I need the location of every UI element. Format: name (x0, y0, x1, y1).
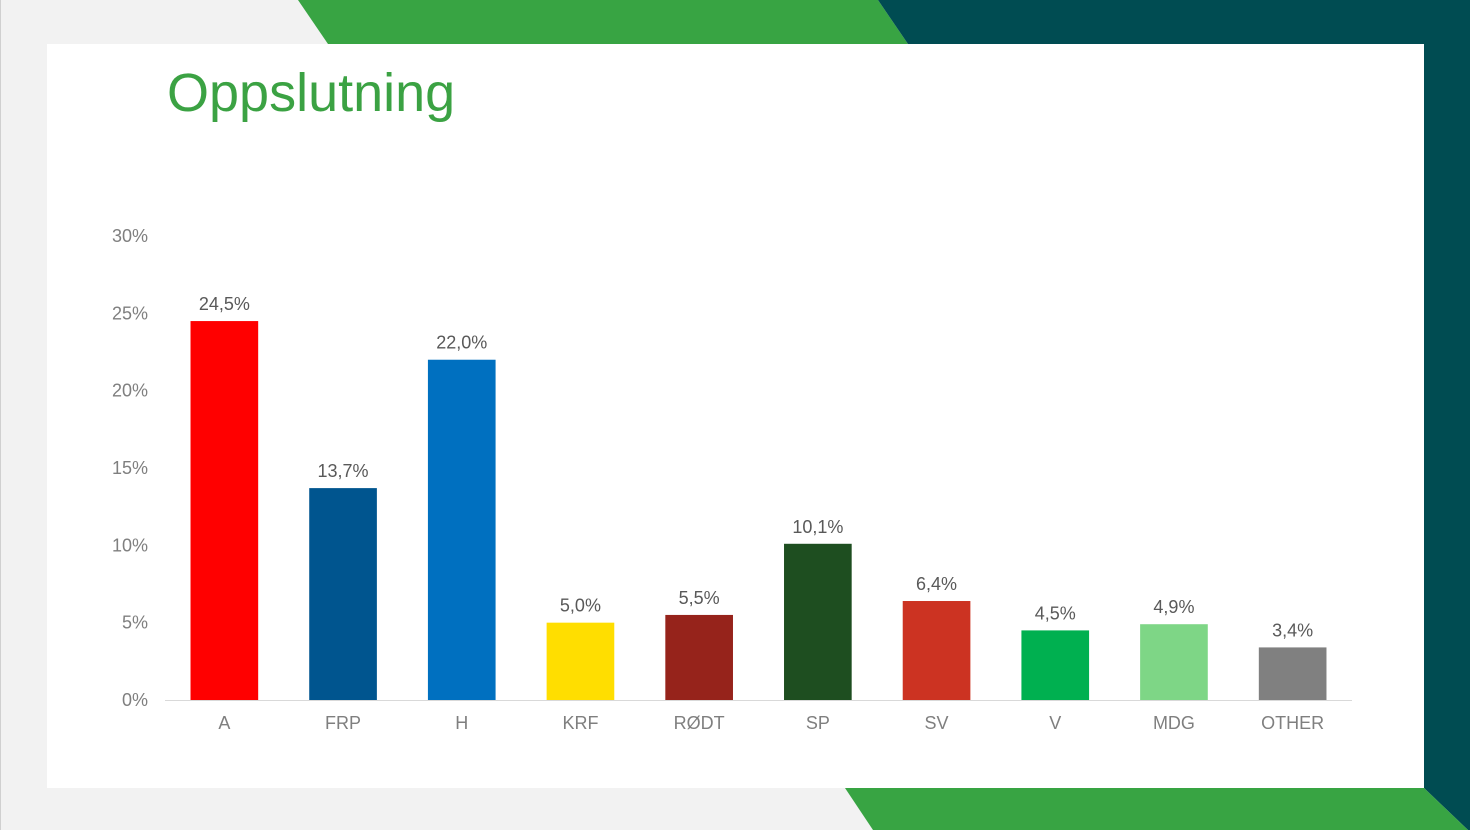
x-axis: A FRP H KRF RØDT SP SV V MDG OTHER (218, 713, 1324, 733)
data-label: 10,1% (792, 517, 843, 537)
bar-v (1021, 630, 1090, 700)
data-label: 3,4% (1272, 620, 1313, 640)
data-label: 6,4% (916, 574, 957, 594)
data-label: 22,0% (436, 333, 487, 353)
x-tick-label: MDG (1153, 713, 1195, 733)
bar-a (190, 321, 259, 700)
y-tick-label: 15% (112, 458, 148, 478)
bar-frp (309, 488, 377, 700)
x-tick-label: H (455, 713, 468, 733)
x-tick-label: KRF (562, 713, 598, 733)
bar-sv (902, 601, 971, 700)
bottom-green-stripe (845, 788, 1468, 830)
data-label: 4,9% (1153, 597, 1194, 617)
top-green-stripe (298, 0, 908, 44)
bar-other (1258, 647, 1327, 700)
bar-krf (546, 622, 615, 700)
y-tick-label: 30% (112, 226, 148, 246)
x-tick-label: OTHER (1261, 713, 1324, 733)
bar-mdg (1140, 624, 1208, 700)
x-tick-label: RØDT (674, 713, 725, 733)
x-tick-label: V (1049, 713, 1061, 733)
bar-sp (784, 543, 852, 700)
y-tick-label: 20% (112, 381, 148, 401)
bars (190, 321, 1327, 700)
data-label: 4,5% (1035, 603, 1076, 623)
bar-rødt (665, 614, 733, 700)
data-label: 5,0% (560, 596, 601, 616)
y-tick-label: 0% (122, 690, 148, 710)
y-tick-label: 5% (122, 613, 148, 633)
data-labels: 24,5% 13,7% 22,0% 5,0% 5,5% 10,1% 6,4% 4,5% 4,9%… (199, 294, 1313, 640)
y-axis: 0% 5% 10% 15% 20% 25% 30% (112, 226, 148, 710)
x-tick-label: SP (806, 713, 830, 733)
data-label: 13,7% (318, 461, 369, 481)
y-tick-label: 10% (112, 535, 148, 555)
bar-h (427, 359, 496, 700)
x-tick-label: A (218, 713, 230, 733)
data-label: 24,5% (199, 294, 250, 314)
y-tick-label: 25% (112, 303, 148, 323)
x-tick-label: FRP (325, 713, 361, 733)
page-title: Oppslutning (167, 63, 456, 123)
data-label: 5,5% (679, 588, 720, 608)
x-tick-label: SV (925, 713, 949, 733)
